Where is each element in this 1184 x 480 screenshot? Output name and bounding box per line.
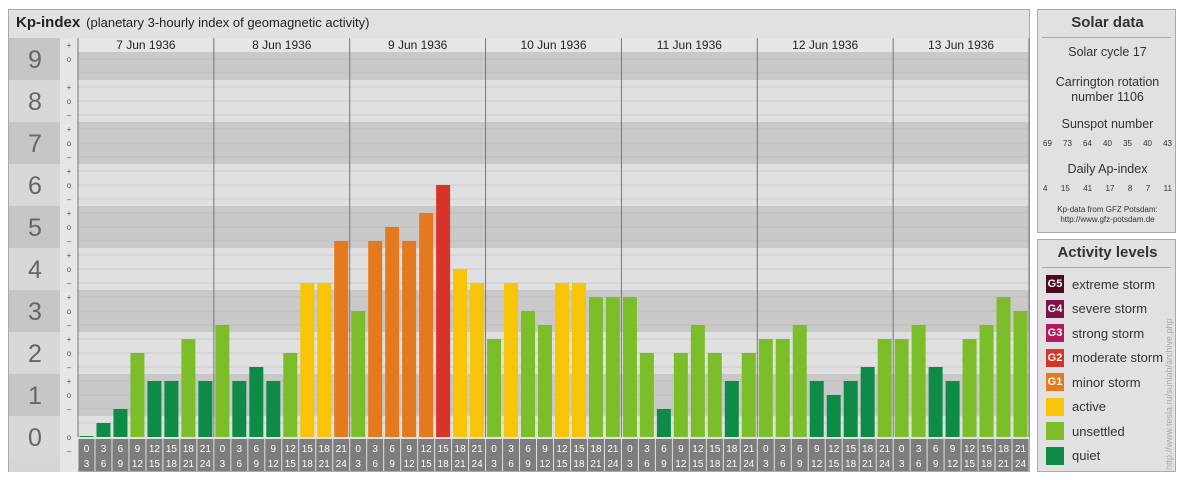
chart-title: Kp-index (planetary 3-hourly index of geo… [16,14,370,31]
legend-item-moderate-storm: G2 moderate storm [1046,348,1163,368]
legend-swatch [1046,422,1064,440]
legend-heading: Activity levels [1057,244,1158,261]
activity-legend-panel: Activity levels G5 extreme storm G4 severe … [1037,239,1176,472]
ap-value: 11 [1163,184,1172,193]
ap-value: 4 [1043,184,1048,193]
legend-swatch: G3 [1046,324,1064,342]
sunspot-value: 64 [1083,139,1092,148]
sunspot-value: 73 [1063,139,1072,148]
kp-chart-panel [8,9,1030,472]
solar-data-panel: Solar data Solar cycle 17 Carrington rot… [1037,9,1176,233]
legend-swatch: G4 [1046,299,1064,318]
legend-label: severe storm [1072,301,1148,316]
legend-item-minor-storm: G1 minor storm [1046,372,1141,392]
sunspot-value: 69 [1043,139,1052,148]
ap-values: 4 15 41 17 8 7 11 [1043,184,1172,193]
legend-label: active [1072,399,1106,414]
legend-item-strong-storm: G3 strong storm [1046,323,1144,343]
ap-value: 7 [1145,184,1151,193]
legend-item-active: active [1046,397,1106,417]
carrington-line1: Carrington rotation [1055,75,1160,89]
legend-label: unsettled [1072,423,1125,439]
legend-swatch [1046,446,1064,465]
legend-label: quiet [1072,448,1101,463]
legend-item-severe-storm: G4 severe storm [1046,299,1147,319]
legend-label: extreme storm [1072,276,1156,292]
sunspot-value: 40 [1143,139,1152,148]
sunspot-label: Sunspot number [1061,117,1154,131]
ap-value: 15 [1060,184,1070,193]
solar-data-heading: Solar data [1071,14,1144,31]
chart-subtitle: (planetary 3-hourly index of geomagnetic… [86,15,370,30]
legend-label: minor storm [1072,374,1141,390]
ap-value: 17 [1105,184,1115,193]
sunspot-values: 69 73 64 40 35 40 43 [1043,139,1172,148]
legend-label: moderate storm [1072,350,1164,365]
legend-swatch [1046,397,1064,416]
ap-label: Daily Ap-index [1067,162,1148,176]
sunspot-value: 40 [1103,139,1112,148]
legend-swatch: G5 [1046,275,1064,293]
legend-item-quiet: quiet [1046,446,1100,466]
legend-swatch: G2 [1046,348,1064,367]
source-note-link[interactable]: http://www.gfz-potsdam.de [1060,215,1155,224]
legend-item-extreme-storm: G5 extreme storm [1046,274,1155,294]
legend-item-unsettled: unsettled [1046,421,1125,441]
solar-cycle: Solar cycle 17 [1068,45,1147,59]
sunspot-value: 35 [1123,139,1132,148]
watermark-url: http://www.tesla.ru/sunlab/archive.php [1164,318,1174,470]
carrington-line2: number 1106 [1071,90,1144,104]
source-note-line1: Kp-data from GFZ Potsdam: [1057,205,1158,214]
sunspot-value: 43 [1163,139,1172,148]
ap-value: 8 [1127,184,1133,193]
legend-label: strong storm [1072,325,1145,341]
ap-value: 41 [1083,184,1093,193]
legend-swatch: G1 [1046,373,1064,391]
